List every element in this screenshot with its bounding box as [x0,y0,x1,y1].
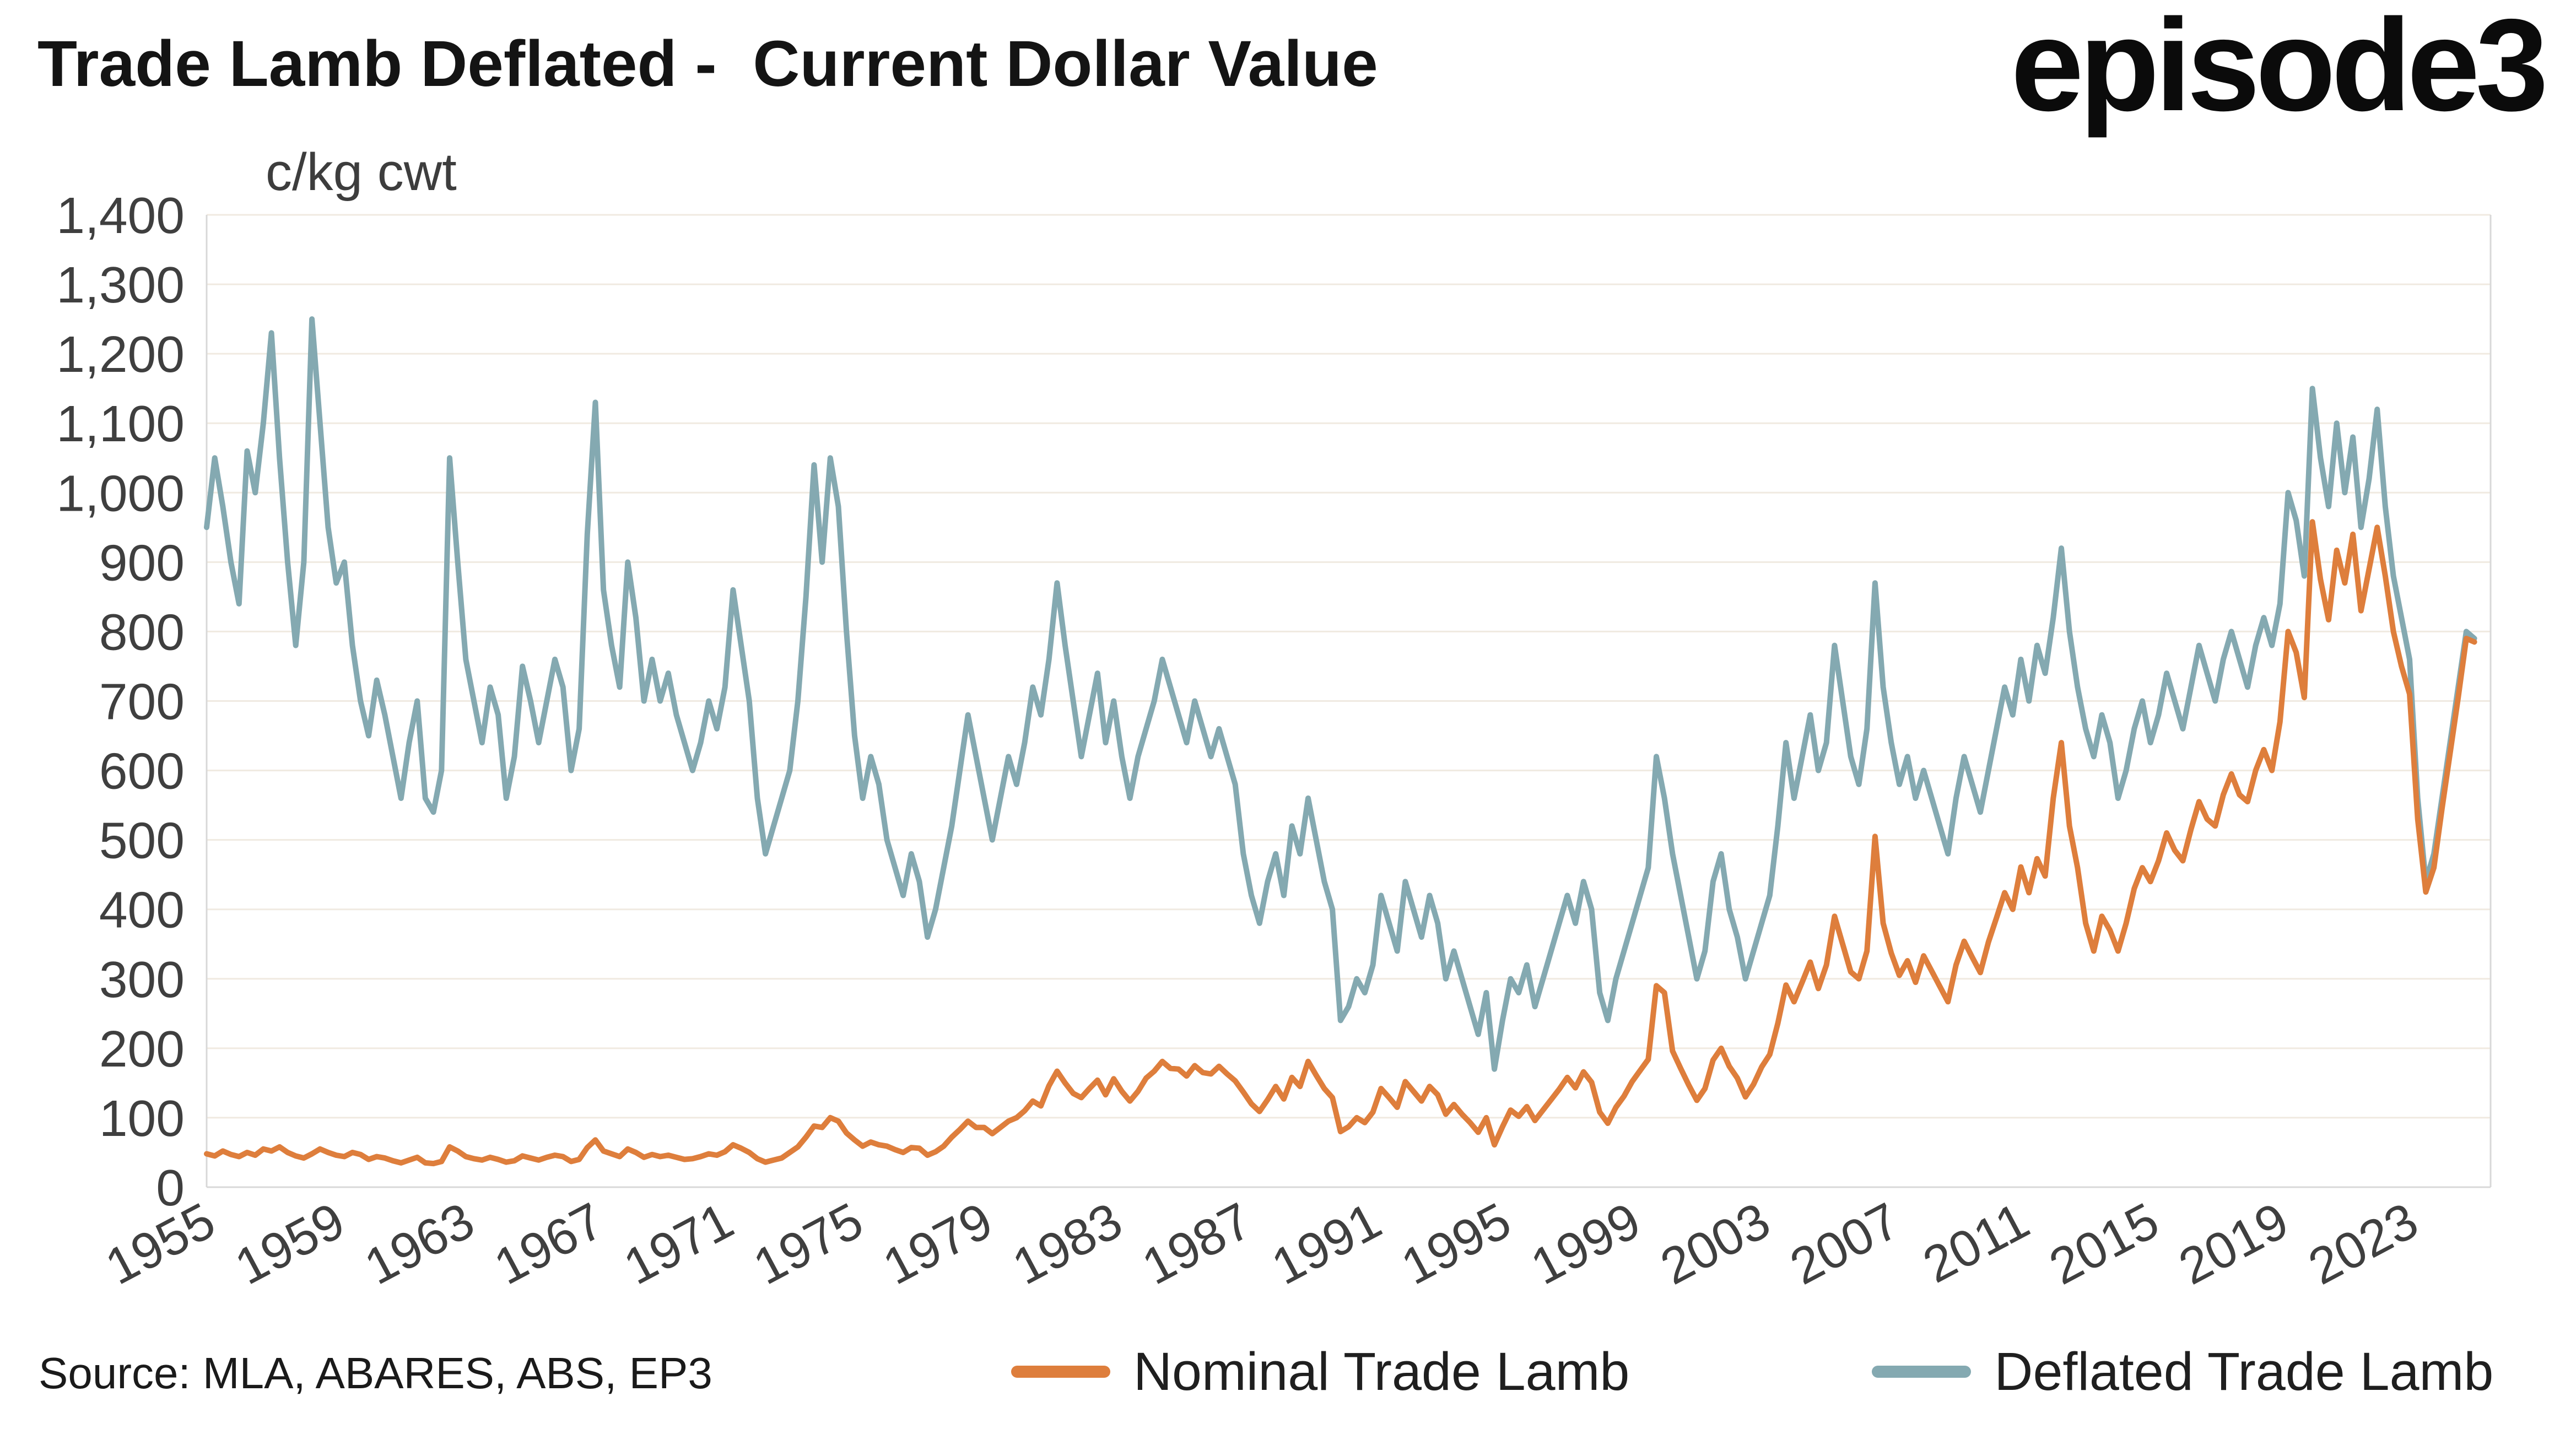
y-axis-tick-label: 1,100 [56,395,185,452]
legend-swatch-nominal [1011,1366,1110,1378]
chart-title: Trade Lamb Deflated - Current Dollar Val… [37,28,1378,100]
y-axis-unit-label: c/kg cwt [266,143,457,202]
y-axis-tick-label: 1,300 [56,256,185,313]
episode3-logo: episode3 [2011,0,2548,138]
x-axis-tick-label: 1967 [485,1192,612,1296]
y-axis-tick-label: 300 [99,951,185,1008]
legend-item-deflated: Deflated Trade Lamb [1872,1341,2493,1403]
x-axis-tick-label: 2007 [1781,1192,1908,1296]
x-axis-tick-label: 1975 [744,1192,872,1296]
x-axis-tick-label: 1987 [1133,1192,1260,1296]
chart-legend: Nominal Trade Lamb Deflated Trade Lamb [1011,1341,2493,1403]
y-axis-tick-label: 800 [99,603,185,661]
x-axis-tick-label: 2019 [2170,1192,2297,1296]
x-axis-tick-label: 2015 [2040,1192,2168,1296]
legend-swatch-deflated [1872,1366,1972,1378]
y-axis-tick-label: 100 [99,1090,185,1147]
legend-label-nominal: Nominal Trade Lamb [1133,1341,1630,1401]
x-axis-tick-label: 2023 [2299,1192,2427,1296]
y-axis-tick-label: 700 [99,673,185,730]
x-axis-tick-label: 1991 [1262,1192,1390,1296]
x-axis-tick-label: 1995 [1392,1192,1520,1296]
x-axis-tick-label: 1971 [615,1192,742,1296]
x-axis-tick-label: 2011 [1914,1192,2038,1294]
x-axis-tick-label: 1959 [226,1192,353,1296]
deflated-trade-lamb-line [204,316,2477,1072]
x-axis-tick-label: 1963 [355,1192,483,1296]
nominal-trade-lamb-line [204,519,2477,1167]
source-attribution: Source: MLA, ABARES, ABS, EP3 [39,1349,712,1398]
legend-label-deflated: Deflated Trade Lamb [1994,1341,2494,1401]
y-axis-tick-label: 200 [99,1020,185,1078]
x-axis-tick-label: 1983 [1003,1192,1131,1296]
x-axis-tick-label: 1979 [874,1192,1001,1296]
x-axis-tick-label: 1999 [1522,1192,1649,1296]
y-axis-tick-label: 1,400 [56,187,185,244]
y-axis-tick-label: 1,200 [56,326,185,383]
y-axis-tick-label: 600 [99,743,185,800]
y-axis-tick-label: 500 [99,812,185,869]
y-axis-tick-label: 400 [99,881,185,939]
x-axis-tick-label: 2003 [1651,1192,1779,1296]
legend-item-nominal: Nominal Trade Lamb [1011,1341,1629,1403]
y-axis-tick-label: 900 [99,534,185,591]
y-axis-tick-label: 1,000 [56,464,185,522]
y-axis-tick-label: 0 [156,1159,185,1216]
